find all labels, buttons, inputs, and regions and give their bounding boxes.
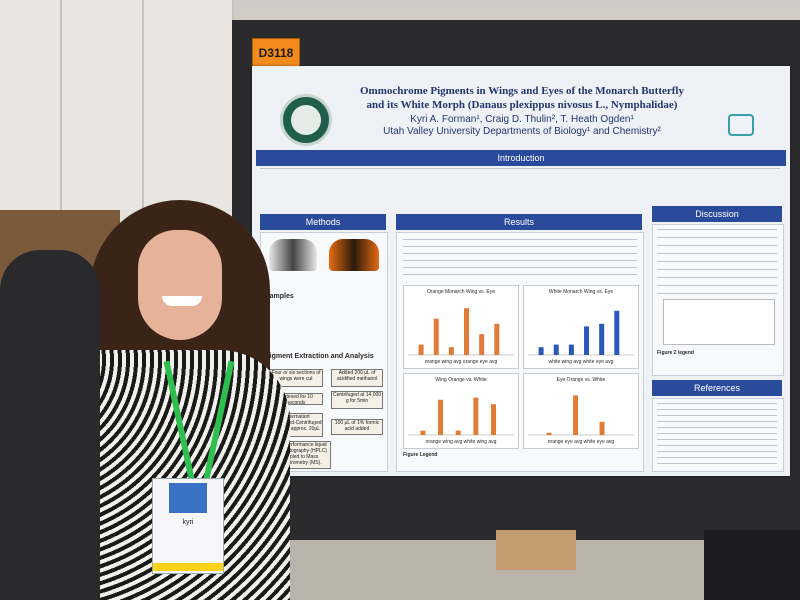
- chart-white-wing-vs-eye: White Monarch Wing vs. Eye white wing av…: [523, 285, 639, 369]
- chart-title: Orange Monarch Wing vs. Eye: [426, 289, 496, 295]
- research-poster: Ommochrome Pigments in Wings and Eyes of…: [252, 66, 790, 476]
- poster-title: Ommochrome Pigments in Wings and Eyes of…: [352, 84, 692, 112]
- title-line-2: and its White Morph (Danaus plexippus ni…: [366, 99, 678, 111]
- flow-step: 100 µL of 1% formic acid added: [331, 419, 383, 435]
- samples-heading: Samples: [265, 293, 294, 300]
- intro-text-lines: [260, 168, 780, 174]
- legend-item: orange wing avg: [425, 439, 463, 445]
- chart-bar: [418, 344, 424, 355]
- camera-icon: [728, 114, 754, 136]
- white-butterfly-image: [269, 239, 317, 271]
- badge-stripe: [153, 563, 223, 571]
- author-affiliation: Utah Valley University Departments of Bi…: [383, 126, 661, 137]
- wall-panel: [62, 0, 144, 210]
- legend-item: white eye avg: [582, 359, 614, 365]
- references-header: References: [652, 380, 782, 396]
- flow-step: Centrifuged at 14,000 g for 5min: [331, 391, 383, 409]
- chart-eye-orange-vs-white: Eye Orange vs. White orange eye avg whit…: [523, 373, 639, 449]
- chart-title: Wing Orange vs. White: [435, 377, 487, 383]
- university-seal-logo: [280, 94, 332, 146]
- references-text-lines: [657, 403, 777, 465]
- orange-butterfly-image: [329, 239, 379, 271]
- chart-bar: [438, 399, 444, 435]
- chart-bar: [553, 344, 559, 355]
- chart-bar: [464, 308, 470, 355]
- chart-bar: [473, 397, 479, 435]
- chart-bar: [599, 421, 605, 435]
- background-person-shoes: [496, 530, 576, 570]
- discussion-header: Discussion: [652, 206, 782, 222]
- chemical-structures-figure: [663, 299, 775, 345]
- chart-bar: [584, 326, 590, 355]
- results-header: Results: [396, 214, 642, 230]
- references-panel: [652, 398, 784, 472]
- title-line-1: Ommochrome Pigments in Wings and Eyes of…: [360, 85, 684, 97]
- chart-bar: [599, 323, 605, 355]
- chart-bar: [479, 334, 485, 355]
- seal-center: [291, 105, 321, 135]
- chart-title: White Monarch Wing vs. Eye: [548, 289, 614, 295]
- pigment-heading: Pigment Extraction and Analysis: [265, 353, 374, 360]
- name-badge: kyri: [152, 478, 224, 574]
- chart-bar: [448, 347, 454, 355]
- legend-item: white eye avg: [583, 439, 615, 445]
- introduction-text: [260, 168, 780, 174]
- chart-bar: [455, 430, 461, 435]
- chart-bar: [491, 404, 497, 435]
- legend-item: orange eye avg: [547, 439, 583, 445]
- chart-bar: [538, 347, 544, 355]
- wall-panel: [0, 0, 62, 210]
- background-person: [704, 530, 800, 600]
- chart-bars: [528, 395, 634, 436]
- chart-legend: orange eye avg white eye avg: [524, 438, 638, 446]
- chart-bar: [494, 323, 500, 355]
- chart-orange-wing-vs-eye: Orange Monarch Wing vs. Eye orange wing …: [403, 285, 519, 369]
- chart-bars: [408, 308, 514, 356]
- chart-bar: [420, 430, 426, 435]
- legend-item: orange eye avg: [462, 359, 498, 365]
- badge-name: kyri: [182, 519, 194, 526]
- background-person: [0, 250, 100, 600]
- author-names: Kyri A. Forman¹, Craig D. Thulin², T. He…: [410, 114, 634, 125]
- chart-bar: [546, 432, 552, 435]
- chart-wing-orange-vs-white: Wing Orange vs. White orange wing avg wh…: [403, 373, 519, 449]
- wall-panel: [144, 0, 234, 210]
- board-number-tag: D3118: [252, 38, 300, 68]
- discussion-text-lines: [657, 229, 777, 295]
- chart-bar: [568, 344, 574, 355]
- flow-step: Added 200 µL of acidified methanol: [331, 369, 383, 387]
- badge-logo: [169, 483, 207, 513]
- chart-legend: white wing avg white eye avg: [524, 358, 638, 366]
- chart-bars: [528, 310, 634, 356]
- chart-bars: [408, 397, 514, 436]
- legend-item: white wing avg: [548, 359, 582, 365]
- methods-header: Methods: [260, 214, 386, 230]
- chart-bar: [433, 318, 439, 355]
- board-number: D3118: [258, 46, 294, 60]
- introduction-header: Introduction: [256, 150, 786, 166]
- legend-item: orange wing avg: [424, 359, 462, 365]
- results-panel: Orange Monarch Wing vs. Eye orange wing …: [396, 232, 644, 472]
- person-face: [138, 230, 222, 340]
- poster-authors: Kyri A. Forman¹, Craig D. Thulin², T. He…: [352, 114, 692, 138]
- chart-legend: orange wing avg orange eye avg: [404, 358, 518, 366]
- legend-item: white wing avg: [463, 439, 497, 445]
- discussion-panel: Figure 2 legend: [652, 224, 784, 376]
- figure2-legend-heading: Figure 2 legend: [657, 350, 694, 356]
- chart-title: Eye Orange vs. White: [556, 377, 606, 383]
- person-smile: [162, 296, 202, 306]
- results-text-lines: [403, 239, 637, 275]
- chart-bar: [573, 395, 579, 435]
- chart-legend: orange wing avg white wing avg: [404, 438, 518, 446]
- figure-legend-heading: Figure Legend: [403, 452, 438, 458]
- chart-bar: [614, 310, 620, 355]
